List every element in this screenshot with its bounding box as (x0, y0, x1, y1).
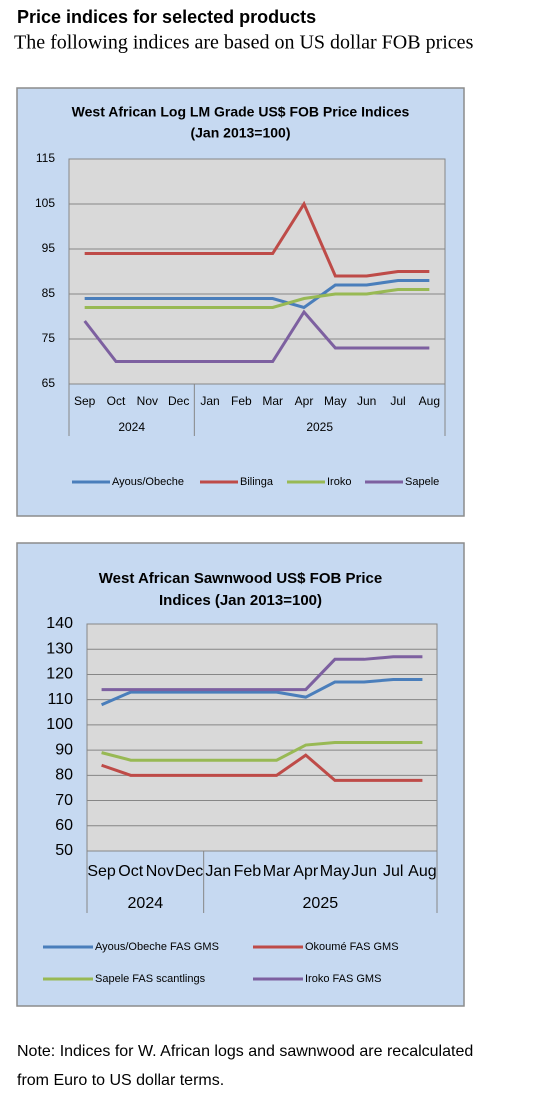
legend-label: Bilinga (240, 476, 274, 488)
y-tick-label: 95 (42, 241, 56, 255)
legend-label: Sapele FAS scantlings (95, 973, 206, 985)
x-group-label: 2025 (303, 895, 339, 912)
x-group-label: 2024 (128, 895, 164, 912)
x-tick-label: Jul (383, 863, 403, 880)
chart-title: West African Sawnwood US$ FOB Price (99, 570, 382, 587)
x-tick-label: Apr (293, 863, 319, 880)
series-line (101, 753, 423, 782)
x-tick-label: Feb (234, 863, 262, 880)
x-tick-label: Feb (231, 394, 252, 408)
note: from Euro to US dollar terms. (17, 1072, 224, 1089)
series-line (84, 200, 430, 278)
x-tick-label: Jan (205, 863, 231, 880)
x-group-label: 2025 (306, 420, 333, 434)
legend-label: Ayous/Obeche (112, 476, 184, 488)
chart-title: (Jan 2013=100) (190, 125, 290, 141)
x-tick-label: Mar (262, 394, 283, 408)
series-line (101, 741, 423, 762)
x-tick-label: Jul (390, 394, 405, 408)
plot-area (86, 623, 438, 852)
x-tick-label: Jan (200, 394, 219, 408)
x-tick-label: Dec (168, 394, 189, 408)
x-tick-label: Oct (118, 863, 143, 880)
page-subtitle: The following indices are based on US do… (14, 32, 474, 54)
x-tick-label: Jun (351, 863, 377, 880)
x-tick-label: Apr (295, 394, 314, 408)
x-tick-label: Sep (74, 394, 96, 408)
note: Note: Indices for W. African logs and sa… (17, 1043, 473, 1060)
page-title: Price indices for selected products (17, 7, 316, 27)
x-tick-label: Aug (408, 863, 436, 880)
x-tick-label: Aug (419, 394, 440, 408)
x-tick-label: Dec (175, 863, 203, 880)
y-tick-label: 50 (55, 842, 73, 859)
legend-label: Iroko FAS GMS (305, 973, 381, 985)
x-tick-label: May (320, 863, 350, 880)
chart-title: West African Log LM Grade US$ FOB Price … (72, 104, 410, 120)
y-tick-label: 110 (47, 691, 73, 708)
y-tick-label: 60 (55, 817, 73, 834)
legend-label: Sapele (405, 476, 439, 488)
x-tick-label: Sep (87, 863, 116, 880)
y-tick-label: 105 (35, 196, 55, 210)
y-tick-label: 85 (42, 286, 56, 300)
y-tick-label: 75 (42, 331, 56, 345)
y-tick-label: 80 (55, 767, 73, 784)
x-tick-label: Nov (146, 863, 174, 880)
x-tick-label: Jun (357, 394, 376, 408)
x-group-label: 2024 (118, 420, 145, 434)
series-line (101, 655, 423, 692)
y-tick-label: 130 (46, 640, 73, 657)
y-tick-label: 90 (55, 741, 73, 758)
y-tick-label: 115 (36, 151, 55, 165)
series-line (100, 677, 423, 707)
series-line (84, 279, 430, 310)
legend-label: Ayous/Obeche FAS GMS (95, 941, 219, 953)
x-tick-label: Nov (137, 394, 158, 408)
series-line (83, 309, 430, 363)
y-tick-label: 120 (46, 666, 73, 683)
chart-title: Indices (Jan 2013=100) (159, 592, 322, 609)
x-tick-label: Mar (263, 863, 291, 880)
legend-label: Okoumé FAS GMS (305, 941, 399, 953)
y-tick-label: 70 (55, 792, 73, 809)
y-tick-label: 140 (46, 615, 73, 632)
x-tick-label: Oct (107, 394, 126, 408)
series-line (84, 288, 430, 309)
legend-label: Iroko (327, 476, 351, 488)
x-tick-label: May (324, 394, 347, 408)
y-tick-label: 100 (46, 716, 73, 733)
y-tick-label: 65 (42, 376, 56, 390)
